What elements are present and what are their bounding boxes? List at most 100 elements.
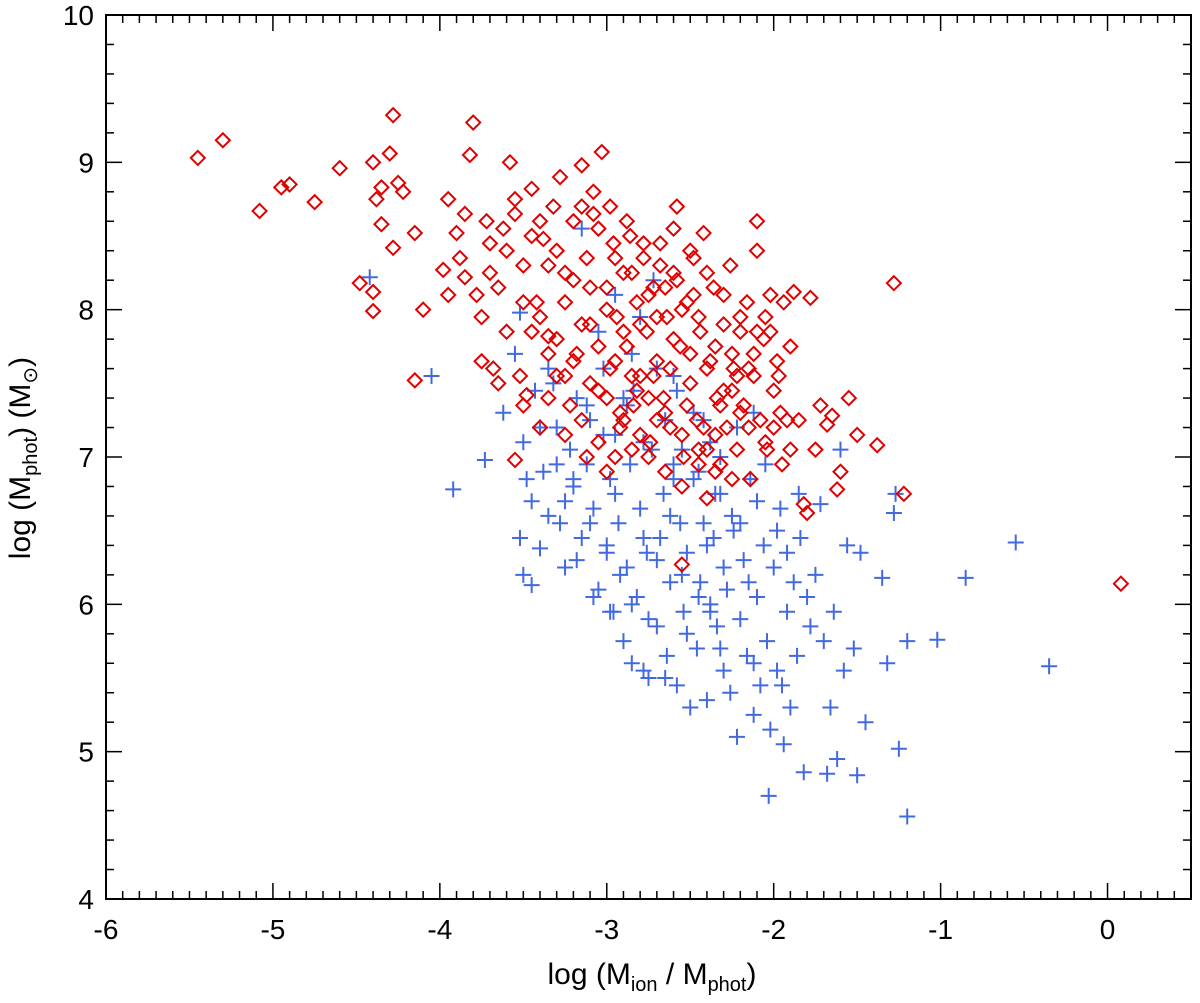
- data-point-plus: [752, 677, 769, 694]
- data-point-diamond: [631, 426, 649, 444]
- data-point-plus: [622, 456, 639, 473]
- data-point-diamond: [778, 411, 796, 429]
- data-point-plus: [1041, 658, 1058, 675]
- data-point-diamond: [625, 397, 642, 414]
- data-point-diamond: [578, 448, 596, 466]
- data-point-diamond: [728, 367, 746, 385]
- data-point-plus: [782, 699, 799, 716]
- data-point-diamond: [740, 360, 758, 378]
- data-point-diamond: [585, 183, 602, 201]
- data-point-diamond: [531, 212, 549, 230]
- data-point-diamond: [585, 205, 602, 223]
- data-point-diamond: [740, 419, 758, 436]
- data-point-plus: [789, 647, 806, 664]
- data-point-diamond: [539, 257, 557, 274]
- data-point-plus: [476, 451, 493, 468]
- data-point-plus: [732, 515, 749, 532]
- data-point-plus: [807, 566, 824, 583]
- data-point-diamond: [678, 397, 696, 414]
- data-point-plus: [643, 441, 660, 458]
- data-point-plus: [532, 419, 548, 436]
- data-point-diamond: [523, 227, 541, 245]
- data-point-plus: [745, 706, 762, 723]
- data-point-diamond: [728, 441, 746, 459]
- data-point-plus: [765, 559, 782, 576]
- data-point-plus: [495, 404, 512, 421]
- data-point-diamond: [765, 419, 783, 436]
- data-point-plus: [445, 481, 462, 498]
- data-point-plus: [705, 530, 722, 547]
- data-point-diamond: [506, 451, 524, 469]
- data-point-diamond: [618, 338, 636, 355]
- data-point-diamond: [564, 212, 582, 230]
- data-point-diamond: [556, 293, 574, 311]
- data-point-diamond: [840, 389, 858, 407]
- data-point-plus: [774, 677, 791, 694]
- data-point-diamond: [1112, 575, 1130, 593]
- data-point-plus: [573, 220, 590, 237]
- data-point-plus: [557, 493, 574, 510]
- data-point-diamond: [605, 234, 622, 252]
- data-point-plus: [682, 699, 699, 716]
- data-point-diamond: [621, 227, 639, 245]
- data-point-diamond: [665, 330, 682, 348]
- data-point-plus: [715, 662, 732, 679]
- data-point-plus: [562, 441, 579, 458]
- data-point-diamond: [473, 352, 490, 370]
- data-point-diamond: [706, 426, 724, 444]
- data-point-plus: [662, 507, 679, 524]
- data-point-diamond: [685, 286, 702, 304]
- data-point-diamond: [695, 419, 712, 436]
- data-point-plus: [759, 633, 776, 650]
- data-point-diamond: [748, 212, 766, 230]
- data-point-plus: [832, 441, 849, 458]
- data-point-diamond: [615, 411, 632, 429]
- data-point-plus: [523, 577, 540, 594]
- data-point-plus: [957, 569, 974, 586]
- data-point-diamond: [807, 441, 824, 459]
- data-point-diamond: [598, 301, 616, 319]
- data-point-plus: [899, 633, 916, 650]
- data-point-plus: [665, 471, 682, 488]
- data-point-plus: [792, 530, 809, 547]
- data-point-plus: [582, 515, 599, 532]
- data-point-plus: [665, 367, 682, 384]
- data-point-diamond: [635, 234, 652, 252]
- y-axis-label: log (Mphot) (M⊙): [4, 357, 42, 559]
- data-point-plus: [852, 544, 869, 561]
- data-point-diamond: [690, 455, 707, 473]
- data-point-diamond: [548, 330, 566, 348]
- data-point-diamond: [556, 367, 574, 385]
- data-point-diamond: [668, 198, 686, 215]
- data-point-diamond: [718, 419, 736, 436]
- data-point-diamond: [623, 441, 641, 459]
- data-point-diamond: [189, 149, 207, 167]
- data-point-diamond: [373, 215, 390, 233]
- data-point-diamond: [755, 330, 773, 348]
- data-point-diamond: [673, 556, 691, 573]
- data-point-diamond: [606, 249, 624, 267]
- data-point-diamond: [665, 220, 682, 238]
- data-point-plus: [532, 540, 548, 557]
- data-point-diamond: [556, 264, 574, 282]
- data-point-diamond: [481, 264, 499, 282]
- data-point-plus: [632, 500, 649, 517]
- data-point-diamond: [615, 323, 632, 341]
- data-point-plus: [839, 537, 856, 554]
- data-point-plus: [829, 751, 846, 768]
- data-point-diamond: [770, 367, 788, 385]
- data-point-plus: [685, 404, 702, 421]
- data-point-plus: [879, 655, 896, 672]
- data-point-diamond: [531, 308, 549, 326]
- data-point-diamond: [406, 371, 424, 389]
- data-point-plus: [835, 662, 852, 679]
- data-point-plus: [929, 631, 946, 648]
- data-point-diamond: [364, 153, 382, 171]
- data-point-diamond: [673, 478, 691, 495]
- data-point-plus: [668, 382, 685, 399]
- data-point-diamond: [593, 143, 611, 161]
- data-point-diamond: [656, 279, 674, 296]
- data-point-plus: [715, 559, 732, 576]
- data-point-diamond: [489, 374, 507, 392]
